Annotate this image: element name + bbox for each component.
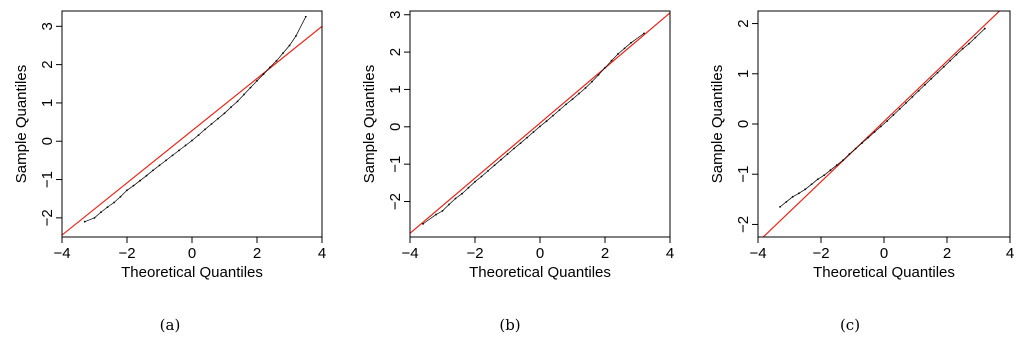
x-tick-label: 2 <box>943 245 951 262</box>
data-trace <box>84 16 307 223</box>
reference-line <box>62 25 322 236</box>
x-tick-label: 4 <box>666 245 674 262</box>
y-axis-title: Sample Quantiles <box>361 65 378 183</box>
y-tick-label: 2 <box>387 48 404 56</box>
x-axis-title: Theoretical Quantiles <box>121 264 263 281</box>
qq-plot-c: −4 −2 0 2 4 −2 −1 0 1 2 Theoretical Quantiles Sampl… <box>709 10 1014 281</box>
x-tick-label: 0 <box>536 245 544 262</box>
y-tick-label: 1 <box>735 70 752 78</box>
data-trace <box>422 33 645 225</box>
x-tick-label: −4 <box>53 245 70 262</box>
y-axis-title: Sample Quantiles <box>709 65 726 183</box>
y-tick-label: 0 <box>39 137 56 145</box>
reference-line <box>762 11 1001 237</box>
x-tick-label: −2 <box>118 245 135 262</box>
x-tick-label: −4 <box>749 245 766 262</box>
y-tick-label: −2 <box>387 193 404 210</box>
x-tick-label: 4 <box>318 245 326 262</box>
x-tick-label: −2 <box>466 245 483 262</box>
y-tick-label: 2 <box>39 60 56 68</box>
x-axis-title: Theoretical Quantiles <box>469 264 611 281</box>
y-tick-label: −1 <box>735 166 752 183</box>
qq-plot-b: −4 −2 0 2 4 −2 −1 0 1 2 3 Theoretical Quantiles Samp… <box>361 10 674 281</box>
caption-c: (c) <box>839 316 861 334</box>
y-tick-label: 1 <box>39 99 56 107</box>
x-tick-label: 2 <box>253 245 261 262</box>
x-tick-label: 0 <box>188 245 196 262</box>
plot-frame <box>409 10 671 238</box>
x-tick-label: 0 <box>880 245 888 262</box>
y-tick-label: −2 <box>39 209 56 226</box>
x-tick-label: 4 <box>1006 245 1014 262</box>
y-tick-label: −2 <box>735 216 752 233</box>
panel-a: −4 −2 0 2 4 −2 −1 0 1 2 3 Theoretical Quantiles Samp… <box>0 0 340 343</box>
y-tick-label: 3 <box>387 11 404 19</box>
y-axis-title: Sample Quantiles <box>13 65 30 183</box>
reference-line <box>410 12 670 234</box>
x-axis-title: Theoretical Quantiles <box>813 264 955 281</box>
y-tick-label: 2 <box>735 19 752 27</box>
panel-c: −4 −2 0 2 4 −2 −1 0 1 2 Theoretical Quantiles Sampl… <box>680 0 1020 343</box>
y-tick-label: −1 <box>387 156 404 173</box>
y-tick-label: 0 <box>387 123 404 131</box>
panel-b: −4 −2 0 2 4 −2 −1 0 1 2 3 Theoretical Quantiles Samp… <box>340 0 680 343</box>
y-tick-label: 0 <box>735 120 752 128</box>
y-tick-label: −1 <box>39 171 56 188</box>
x-tick-label: −4 <box>401 245 418 262</box>
caption-b: (b) <box>499 316 521 334</box>
y-tick-label: 3 <box>39 22 56 30</box>
data-trace <box>779 28 986 208</box>
caption-a: (a) <box>159 316 181 334</box>
x-tick-label: −2 <box>812 245 829 262</box>
qq-plot-a: −4 −2 0 2 4 −2 −1 0 1 2 3 Theoretical Quantiles Samp… <box>13 10 326 281</box>
y-tick-label: 1 <box>387 85 404 93</box>
x-tick-label: 2 <box>601 245 609 262</box>
